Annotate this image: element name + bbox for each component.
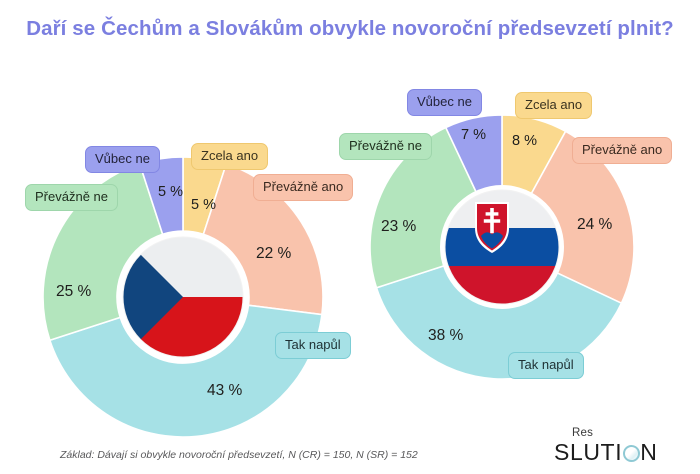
pct-sk-prevazne-ne: 23 % <box>381 218 417 235</box>
callout-sk-prevazne-ano[interactable]: Převážně ano <box>572 137 673 164</box>
slovak-flag-icon <box>440 185 564 309</box>
circle-o-icon <box>622 445 640 462</box>
logo-s-letter: S <box>554 439 570 465</box>
pct-sk-zcela-ano: 8 % <box>512 133 537 149</box>
pct-cz-vubec-ne: 5 % <box>158 184 183 200</box>
callout-sk-zcela-ano[interactable]: Zcela ano <box>515 92 593 119</box>
callout-cz-tak-napul[interactable]: Tak napůl <box>275 332 351 359</box>
pct-cz-zcela-ano: 5 % <box>191 197 216 213</box>
callout-cz-prevazne-ano[interactable]: Převážně ano <box>253 174 354 201</box>
callout-cz-zcela-ano[interactable]: Zcela ano <box>191 143 269 170</box>
pct-sk-tak-napul: 38 % <box>428 327 464 344</box>
pct-cz-prevazne-ano: 22 % <box>256 245 292 262</box>
pct-cz-tak-napul: 43 % <box>207 382 243 399</box>
pct-cz-prevazne-ne: 25 % <box>56 283 92 300</box>
footnote: Základ: Dávají si obvykle novoroční před… <box>60 449 418 461</box>
page-title: Daří se Čechům a Slovákům obvykle novoro… <box>26 17 674 40</box>
czech-flag-icon <box>118 232 248 362</box>
logo-res-text: Res <box>572 427 594 439</box>
donut-slice[interactable] <box>48 304 323 438</box>
callout-cz-prevazne-ne[interactable]: Převážně ne <box>25 184 118 211</box>
callout-sk-vubec-ne[interactable]: Vůbec ne <box>407 89 482 116</box>
pct-sk-prevazne-ano: 24 % <box>577 216 613 233</box>
logo-solution-text: S LUTI N <box>554 439 657 466</box>
callout-sk-tak-napul[interactable]: Tak napůl <box>508 352 584 379</box>
callout-cz-vubec-ne[interactable]: Vůbec ne <box>85 146 160 173</box>
logo-text-lution: LUTI <box>569 439 623 465</box>
donut-chart-slovak <box>369 114 635 380</box>
pct-sk-vubec-ne: 7 % <box>461 127 486 143</box>
res-solution-logo: Res S LUTI N <box>554 427 684 469</box>
logo-n-letter: N <box>640 439 658 465</box>
callout-sk-prevazne-ne[interactable]: Převážně ne <box>339 133 432 160</box>
